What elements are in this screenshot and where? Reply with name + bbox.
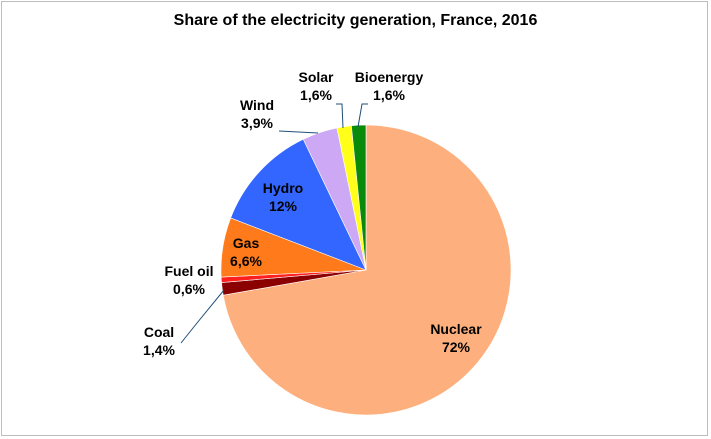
leader-line-bioenergy [357,103,368,128]
slice-value-solar: 1,6% [300,87,332,103]
slice-name-wind: Wind [240,97,274,113]
slice-name-bioenergy: Bioenergy [355,69,424,85]
slice-name-hydro: Hydro [263,180,303,196]
slice-value-bioenergy: 1,6% [373,87,405,103]
slice-value-fuel-oil: 0,6% [173,281,205,297]
slice-value-nuclear: 72% [442,339,471,355]
slice-name-nuclear: Nuclear [430,321,482,337]
slice-value-hydro: 12% [269,198,298,214]
pie-slice-nuclear [222,124,512,416]
chart-title: Share of the electricity generation, Fra… [173,12,538,29]
slice-name-gas: Gas [233,235,260,251]
leader-line-solar [336,103,344,129]
slice-name-fuel-oil: Fuel oil [165,263,214,279]
slice-name-solar: Solar [298,69,334,85]
slice-name-coal: Coal [144,324,174,340]
slice-value-gas: 6,6% [230,253,262,269]
slice-value-coal: 1,4% [143,342,175,358]
leader-line-wind [278,130,319,134]
leader-line-coal [180,289,225,344]
pie-slice-hydro [230,138,367,271]
slice-value-wind: 3,9% [241,115,273,131]
